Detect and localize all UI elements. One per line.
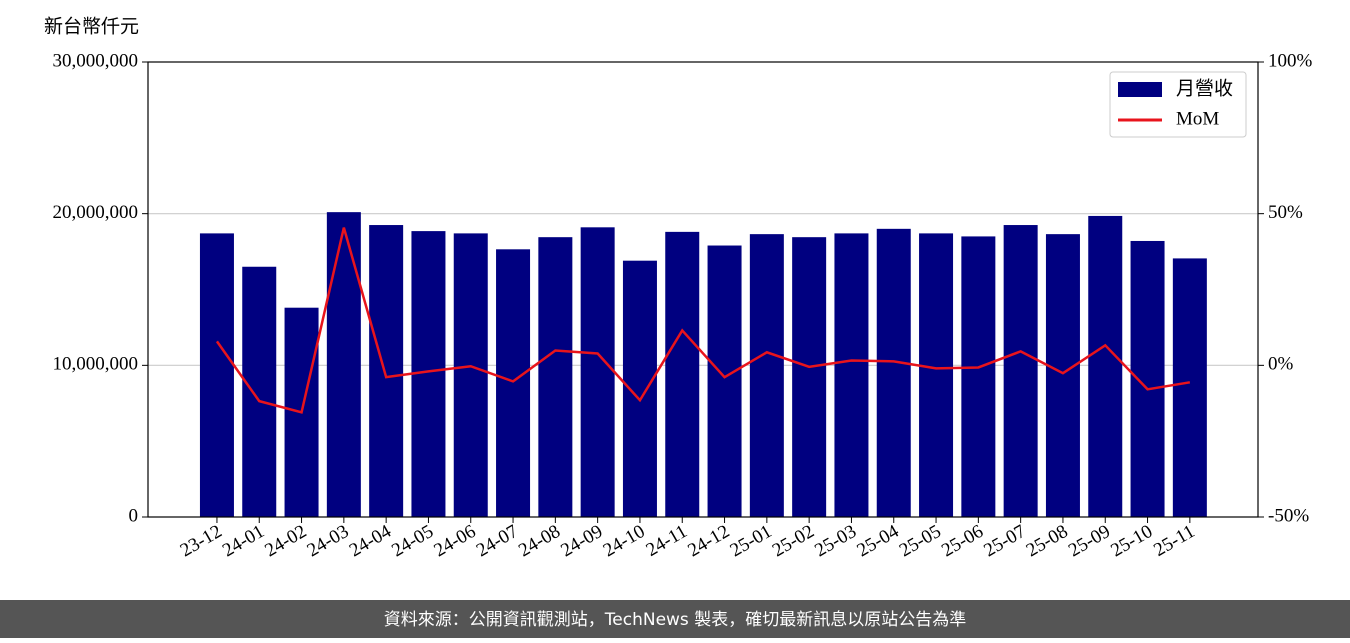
bar (1088, 215, 1123, 518)
y-axis-label: 新台幣仟元 (44, 16, 139, 38)
y-tick-label: 20,000,000 (53, 202, 139, 223)
footer: 資料來源：公開資訊觀測站，TechNews 製表，確切最新訊息以原站公告為準 (384, 610, 966, 630)
x-tick-label: 25-02 (769, 521, 818, 561)
plot-frame (147, 61, 1259, 518)
x-tick-label: 24-07 (473, 521, 522, 561)
x-tick-label: 25-09 (1065, 521, 1114, 561)
x-tick-label: 25-07 (980, 521, 1029, 561)
bar (876, 228, 911, 518)
y-tick-label: 10,000,000 (53, 354, 139, 375)
x-tick-label: 25-04 (854, 521, 903, 562)
legend-label: MoM (1176, 108, 1219, 129)
x-tick-label: 24-08 (515, 521, 564, 561)
legend-swatch (1118, 82, 1162, 97)
x-tick-label: 25-11 (1150, 521, 1198, 561)
bar (665, 231, 700, 517)
bar (580, 227, 615, 518)
x-tick-label: 24-06 (431, 521, 480, 561)
x-tick-label: 24-01 (219, 521, 268, 561)
bar (1130, 240, 1165, 517)
x-tick-label: 25-01 (727, 521, 776, 561)
x-tick-label: 25-08 (1023, 521, 1072, 561)
y2-tick-label: 0% (1268, 354, 1294, 375)
x-tick-label: 25-03 (811, 521, 860, 561)
x-tick-label: 25-06 (938, 521, 987, 561)
y2-tick-label: 50% (1268, 202, 1303, 223)
y2-tick-label: 100% (1268, 50, 1313, 71)
bar (707, 245, 742, 517)
bar (199, 233, 234, 517)
x-tick-label: 24-10 (600, 521, 649, 561)
x-tick-label: 24-03 (304, 521, 353, 561)
footer-band (0, 600, 1350, 638)
x-tick-label: 24-09 (557, 521, 606, 561)
x-tick-label: 24-05 (388, 521, 437, 561)
bar (496, 249, 531, 517)
bar (749, 234, 784, 517)
bar (1172, 258, 1207, 517)
bar (1003, 225, 1038, 517)
x-tick-label: 25-05 (896, 521, 945, 561)
bar (961, 236, 996, 517)
y-tick-label: 30,000,000 (53, 50, 139, 71)
x-tick-label: 24-12 (684, 521, 733, 561)
line (215, 227, 1191, 414)
legend-label: 月營收 (1176, 78, 1233, 100)
bar (834, 233, 869, 517)
bar (369, 225, 404, 517)
x-tick-label: 24-02 (261, 521, 310, 561)
x-tick-label: 24-04 (346, 521, 395, 562)
bar (453, 233, 488, 517)
x-tick-label: 25-10 (1107, 521, 1156, 561)
bar (242, 266, 277, 517)
x-tick-label: 24-11 (643, 521, 691, 561)
bar (326, 212, 361, 517)
x-tick-label: 23-12 (177, 521, 226, 561)
y2-tick-label: -50% (1268, 505, 1309, 526)
bar (792, 237, 827, 518)
bar (919, 233, 954, 517)
bar (1045, 234, 1080, 517)
y-tick-label: 0 (129, 505, 139, 526)
bar (538, 237, 573, 518)
